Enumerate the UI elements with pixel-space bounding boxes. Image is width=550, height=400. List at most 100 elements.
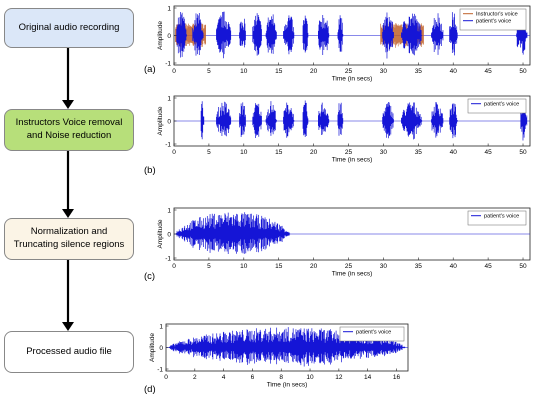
x-tick-label: 8 <box>279 374 283 381</box>
legend-box <box>467 98 527 114</box>
legend-entry: patient's voice <box>484 214 519 220</box>
patient-waveform <box>216 11 232 59</box>
y-tick-label: 0 <box>159 345 163 352</box>
x-tick-label: 50 <box>519 263 527 270</box>
flow-box-label: Normalization and Truncating silence reg… <box>13 226 125 250</box>
legend-box <box>467 210 527 226</box>
y-tick-label: 0 <box>167 231 171 238</box>
patient-waveform <box>520 100 528 141</box>
x-tick-label: 10 <box>240 149 248 156</box>
patient-waveform <box>265 14 277 54</box>
patient-waveform <box>431 13 444 55</box>
x-tick-label: 0 <box>172 149 176 156</box>
patient-waveform <box>449 103 458 139</box>
patient-waveform <box>401 13 423 56</box>
patient-waveform <box>175 212 291 255</box>
y-tick-label: 0 <box>167 33 171 40</box>
patient-waveform <box>216 101 232 137</box>
patient-waveform <box>449 12 458 56</box>
y-tick-label: 0 <box>167 118 171 125</box>
legend-entry: Instructor's voice <box>476 12 518 18</box>
x-tick-label: 50 <box>519 68 527 75</box>
patient-waveform <box>252 13 262 56</box>
x-tick-label: 10 <box>240 263 248 270</box>
x-tick-label: 35 <box>415 149 423 156</box>
x-axis-label: Time (in secs) <box>267 382 308 389</box>
y-tick-label: -1 <box>157 366 163 373</box>
x-tick-label: 20 <box>310 68 318 75</box>
x-tick-label: 15 <box>275 149 283 156</box>
x-tick-label: 15 <box>275 68 283 75</box>
x-tick-label: 35 <box>415 68 423 75</box>
patient-waveform <box>265 101 277 136</box>
x-tick-label: 30 <box>380 263 388 270</box>
x-tick-label: 40 <box>450 68 458 75</box>
x-tick-label: 45 <box>485 68 493 75</box>
panel-label-c: (c) <box>144 271 156 282</box>
x-tick-label: 12 <box>335 374 343 381</box>
x-tick-label: 35 <box>415 263 423 270</box>
x-tick-label: 5 <box>207 263 211 270</box>
x-axis-label: Time (in secs) <box>332 157 373 164</box>
patient-waveform <box>431 102 444 138</box>
y-tick-label: 1 <box>159 323 163 330</box>
y-tick-label: -1 <box>165 141 171 148</box>
x-tick-label: 0 <box>164 374 168 381</box>
x-tick-label: 25 <box>345 149 353 156</box>
y-axis-label: Amplitude <box>157 106 164 135</box>
patient-waveform <box>239 102 246 138</box>
flow-box-label: Instructors Voice removal and Noise redu… <box>15 117 123 141</box>
y-axis-label: Amplitude <box>149 333 156 362</box>
flow-box-label: Original audio recording <box>18 21 120 33</box>
panel-label-b: (b) <box>144 165 156 176</box>
patient-waveform <box>252 103 262 139</box>
y-tick-label: 1 <box>167 207 171 214</box>
x-axis-label: Time (in secs) <box>332 271 373 278</box>
x-tick-label: 45 <box>485 263 493 270</box>
x-tick-label: 4 <box>222 374 226 381</box>
x-tick-label: 20 <box>310 149 318 156</box>
patient-waveform <box>318 15 330 55</box>
patient-waveform <box>239 18 246 48</box>
flow-box-normalization: Normalization and Truncating silence reg… <box>4 218 134 260</box>
y-tick-label: 1 <box>167 95 171 102</box>
x-tick-label: 30 <box>380 68 388 75</box>
patient-waveform <box>283 15 295 55</box>
x-tick-label: 40 <box>450 149 458 156</box>
y-tick-label: 1 <box>167 5 171 12</box>
x-tick-label: 10 <box>306 374 314 381</box>
patient-waveform <box>401 102 423 140</box>
y-tick-label: -1 <box>165 60 171 67</box>
x-tick-label: 14 <box>364 374 372 381</box>
x-tick-label: 15 <box>275 263 283 270</box>
x-tick-label: 30 <box>380 149 388 156</box>
patient-waveform <box>302 100 309 137</box>
flow-box-processed: Processed audio file <box>4 331 134 373</box>
x-axis-label: Time (in secs) <box>332 76 373 83</box>
x-tick-label: 16 <box>393 374 401 381</box>
y-axis-label: Amplitude <box>157 21 164 50</box>
patient-waveform <box>283 102 295 138</box>
x-tick-label: 6 <box>251 374 255 381</box>
x-tick-label: 5 <box>207 68 211 75</box>
x-tick-label: 5 <box>207 149 211 156</box>
patient-waveform <box>192 12 204 56</box>
x-tick-label: 0 <box>172 68 176 75</box>
flow-box-original: Original audio recording <box>4 8 134 48</box>
patient-waveform <box>516 15 528 55</box>
x-tick-label: 10 <box>240 68 248 75</box>
legend-entry: patient's voice <box>476 19 511 25</box>
x-tick-label: 50 <box>519 149 527 156</box>
legend-box <box>459 8 527 31</box>
legend-entry: patient's voice <box>356 330 391 336</box>
patient-waveform <box>382 12 394 59</box>
patient-waveform <box>337 102 344 136</box>
patient-waveform <box>200 101 205 140</box>
y-tick-label: -1 <box>165 255 171 262</box>
patient-waveform <box>337 15 344 52</box>
